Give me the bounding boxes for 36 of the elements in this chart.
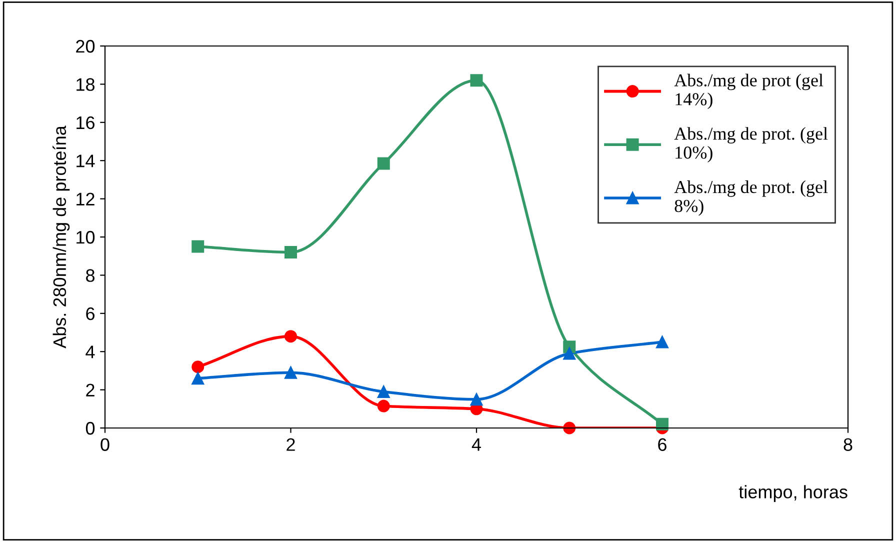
point [284,246,297,259]
x-axis-title: tiempo, horas [738,485,848,502]
point [377,157,390,170]
y-tick-label: 0 [86,422,95,435]
x-tick-label: 6 [658,438,666,451]
y-tick-label: 8 [86,269,94,282]
x-tick-label: 2 [286,438,295,451]
point [656,418,668,430]
y-tick-label: 6 [86,307,94,320]
y-tick-label: 18 [76,78,94,91]
x-tick-label: 4 [472,438,481,451]
point [563,422,576,434]
point [470,74,483,87]
point [377,400,390,412]
point [563,347,576,360]
legend-label: Abs./mg de prot. (gel 10%) [674,127,828,162]
legend-label: Abs./mg de prot. (gel 8%) [674,180,828,216]
point [470,393,483,406]
y-tick-label: 2 [86,384,94,396]
point [192,240,204,253]
legend-label: Abs./mg de prot (gel 14%) [674,74,824,110]
point [284,366,297,379]
y-tick-label: 14 [76,154,95,168]
point [656,336,668,348]
y-axis-title: Abs. 280nm/mg de proteína [52,126,70,348]
y-tick-label: 16 [76,116,94,130]
x-tick-label: 0 [100,438,110,451]
point [284,330,297,343]
y-tick-label: 20 [76,40,95,53]
point [192,372,204,385]
y-tick-label: 4 [86,346,95,358]
x-tick-label: 8 [844,438,852,451]
point [377,385,390,398]
y-tick-label: 12 [76,192,94,206]
y-tick-label: 10 [76,230,95,244]
point [192,360,204,374]
